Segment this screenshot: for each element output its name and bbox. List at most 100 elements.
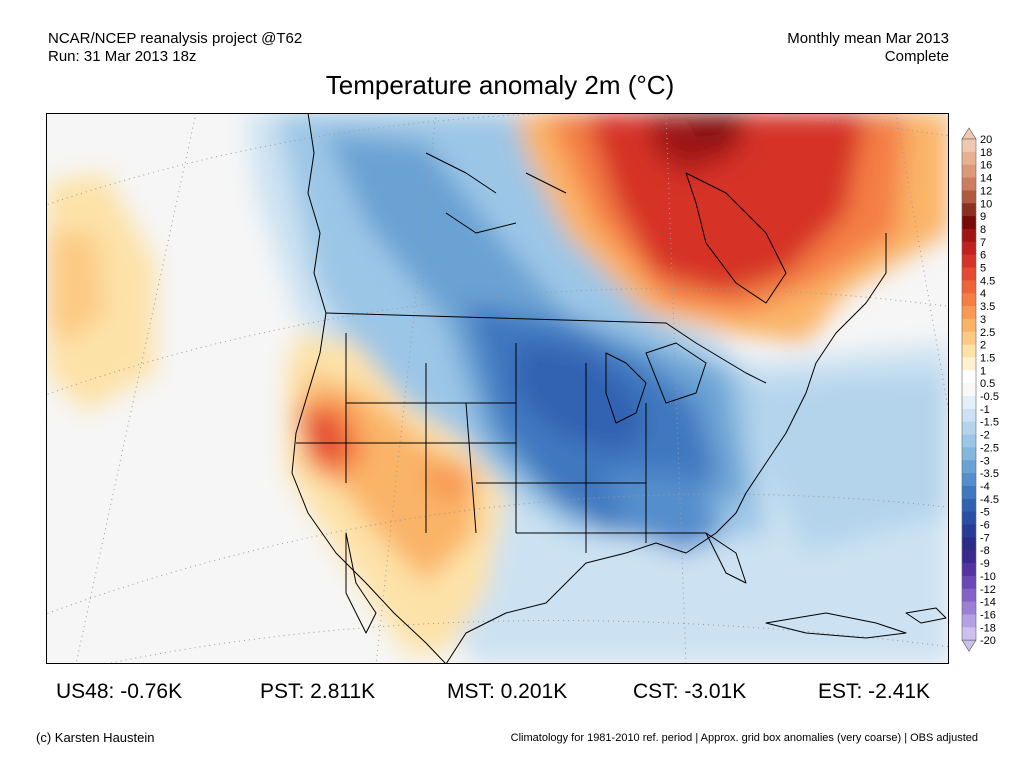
- colorbar-legend: 201816141210987654.543.532.521.510.5-0.5…: [961, 127, 999, 652]
- colorbar-swatch: [962, 614, 976, 628]
- colorbar-swatch: [962, 190, 976, 204]
- colorbar-label: 10: [980, 198, 992, 210]
- colorbar-swatch: [962, 447, 976, 461]
- header-model-name: NCAR/NCEP reanalysis project @T62: [48, 30, 303, 47]
- colorbar-label: 5: [980, 263, 986, 275]
- colorbar-swatch: [962, 383, 976, 397]
- colorbar-swatch: [962, 473, 976, 487]
- colorbar-label: 4.5: [980, 275, 995, 287]
- colorbar-label: 4: [980, 288, 986, 300]
- colorbar-label: 20: [980, 134, 992, 146]
- colorbar-label: -9: [980, 558, 990, 570]
- colorbar-swatch: [962, 164, 976, 178]
- colorbar-label: -6: [980, 520, 990, 532]
- colorbar-labels: 201816141210987654.543.532.521.510.5-0.5…: [980, 134, 999, 647]
- colorbar-label: 0.5: [980, 378, 995, 390]
- stat-us48: US48: -0.76K: [56, 680, 183, 703]
- colorbar-swatch: [962, 511, 976, 525]
- footer-note: Climatology for 1981-2010 ref. period | …: [510, 732, 978, 744]
- colorbar-swatch: [962, 485, 976, 500]
- colorbar-label: -14: [980, 597, 996, 609]
- colorbar-label: -5: [980, 507, 990, 519]
- stat-cst: CST: -3.01K: [633, 680, 747, 703]
- colorbar-label: -3: [980, 455, 990, 467]
- colorbar-swatch: [962, 460, 976, 474]
- colorbar-bottom-arrow: [961, 639, 977, 652]
- colorbar-top-arrow: [961, 127, 977, 140]
- colorbar-label: -1.5: [980, 417, 999, 429]
- anomaly-field: [46, 113, 949, 664]
- colorbar-label: -4: [980, 481, 990, 493]
- colorbar-swatch: [962, 434, 976, 448]
- colorbar-swatch: [962, 280, 976, 294]
- colorbar-label: 12: [980, 185, 992, 197]
- colorbar-swatch: [962, 344, 976, 358]
- colorbar-swatch: [962, 563, 976, 577]
- colorbar-swatch: [962, 293, 976, 307]
- colorbar-swatch: [962, 241, 976, 256]
- colorbar-swatch: [962, 228, 976, 243]
- colorbar-label: 18: [980, 147, 992, 159]
- stat-mst: MST: 0.201K: [447, 680, 568, 703]
- colorbar-swatch: [962, 370, 976, 384]
- colorbar-label: 8: [980, 224, 986, 236]
- colorbar-label: 3: [980, 314, 986, 326]
- colorbar-swatch: [962, 601, 976, 615]
- colorbar-label: -0.5: [980, 391, 999, 403]
- colorbar-swatch: [962, 177, 976, 191]
- colorbar-swatch: [962, 498, 976, 513]
- colorbar-swatch: [962, 421, 976, 435]
- colorbar-label: -20: [980, 635, 996, 647]
- header-run-time: Run: 31 Mar 2013 18z: [48, 48, 197, 65]
- colorbar-label: -7: [980, 532, 990, 544]
- colorbar-swatch: [962, 203, 976, 217]
- colorbar-label: -3.5: [980, 468, 999, 480]
- colorbar-swatch: [962, 331, 976, 345]
- colorbar-swatch: [962, 575, 976, 590]
- colorbar-swatch: [962, 306, 976, 320]
- colorbar-swatch: [962, 396, 976, 410]
- colorbar-label: 2.5: [980, 327, 995, 339]
- colorbar-label: -2.5: [980, 442, 999, 454]
- colorbar-label: 2: [980, 340, 986, 352]
- colorbar-label: 9: [980, 211, 986, 223]
- coastlines: [291, 113, 947, 664]
- colorbar-swatch: [962, 588, 976, 602]
- colorbar-swatch: [962, 267, 976, 281]
- colorbar-label: 3.5: [980, 301, 995, 313]
- colorbar-label: 1.5: [980, 352, 995, 364]
- colorbar-swatch: [962, 408, 976, 423]
- colorbar-label: -10: [980, 571, 996, 583]
- colorbar-swatch: [962, 254, 976, 268]
- graticule: [46, 113, 949, 664]
- colorbar-swatch: [962, 537, 976, 551]
- footer-credit: (c) Karsten Haustein: [36, 730, 155, 745]
- colorbar-swatch: [962, 139, 976, 153]
- map-frame: [46, 113, 949, 664]
- colorbar-label: -12: [980, 584, 996, 596]
- colorbar-label: 1: [980, 365, 986, 377]
- colorbar-swatch: [962, 627, 976, 641]
- colorbar-label: -2: [980, 430, 990, 442]
- colorbar-swatch: [962, 357, 976, 371]
- colorbar-label: -8: [980, 545, 990, 557]
- colorbar-swatch: [962, 318, 976, 333]
- colorbar-swatch: [962, 524, 976, 538]
- colorbar-swatch: [962, 550, 976, 564]
- colorbar-label: -4.5: [980, 494, 999, 506]
- colorbar-frame: [961, 138, 977, 641]
- stat-est: EST: -2.41K: [818, 680, 931, 703]
- colorbar-swatches: [961, 127, 977, 652]
- anomaly-map: [46, 113, 949, 664]
- colorbar-label: 6: [980, 250, 986, 262]
- colorbar-label: 7: [980, 237, 986, 249]
- colorbar-swatch: [962, 151, 976, 166]
- colorbar-swatch: [962, 216, 976, 230]
- colorbar-label: 14: [980, 173, 992, 185]
- colorbar-label: -16: [980, 609, 996, 621]
- map-title: Temperature anomaly 2m (°C): [325, 70, 675, 100]
- colorbar-label: -1: [980, 404, 990, 416]
- stat-pst: PST: 2.811K: [260, 680, 376, 703]
- colorbar-label: 16: [980, 160, 992, 172]
- header-period: Monthly mean Mar 2013: [787, 30, 949, 47]
